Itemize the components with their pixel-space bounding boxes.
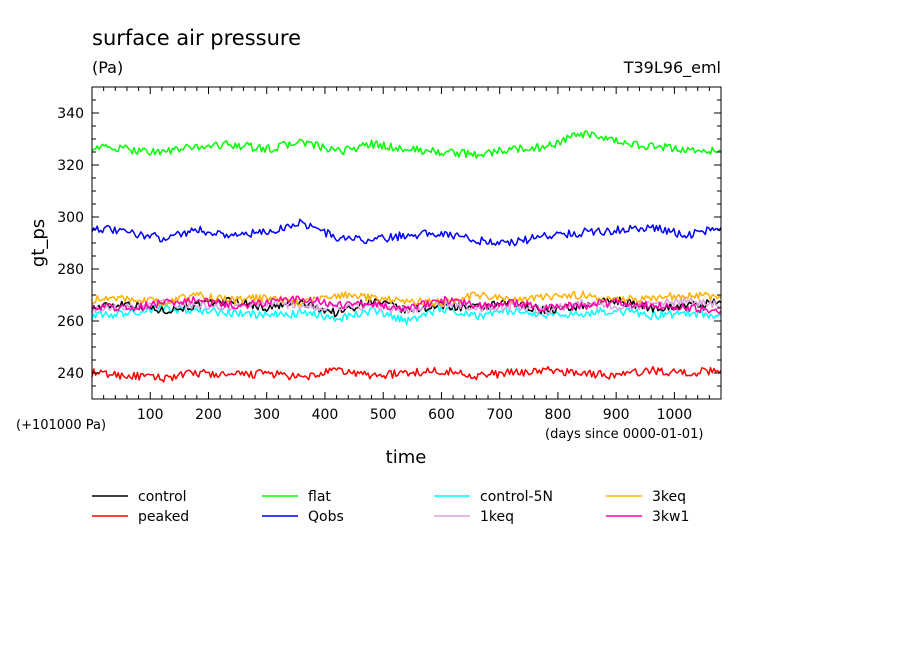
x-tick-label: 400 [312, 407, 339, 423]
legend-label-control: control [138, 489, 187, 505]
y-tick-label: 340 [57, 106, 84, 122]
legend-label-control-5n: control-5N [480, 489, 553, 505]
x-tick-label: 100 [137, 407, 164, 423]
x-tick-label: 700 [486, 407, 513, 423]
y-axis-label: gt_ps [28, 219, 49, 267]
chart-title: surface air pressure [92, 26, 301, 50]
y-tick-label: 320 [57, 158, 84, 174]
y-tick-label: 300 [57, 210, 84, 226]
y-tick-label: 240 [57, 366, 84, 382]
axes: 240 260 280 300 320 340 100 200 300 400 500 600 700 8… [57, 86, 721, 423]
y-tick-label: 280 [57, 262, 84, 278]
time-origin-note: (days since 0000-01-01) [545, 427, 703, 442]
plot-lines [91, 130, 722, 383]
legend-label-3keq: 3keq [652, 489, 686, 505]
legend: control peaked flat Qobs control-5N 1keq 3keq 3… [92, 489, 689, 525]
legend-label-peaked: peaked [138, 509, 189, 525]
legend-label-1keq: 1keq [480, 509, 514, 525]
legend-label-3kw1: 3kw1 [652, 509, 689, 525]
x-tick-label: 600 [428, 407, 455, 423]
offset-note: (+101000 Pa) [16, 418, 106, 433]
series-line-flat [91, 130, 722, 159]
series-line-peaked [91, 365, 722, 383]
x-tick-label: 300 [253, 407, 280, 423]
legend-label-flat: flat [308, 489, 331, 505]
plot-frame [91, 86, 722, 400]
series-line-control-5n [91, 304, 722, 326]
y-tick-label: 260 [57, 314, 84, 330]
x-tick-label: 900 [603, 407, 630, 423]
series-line-3keq [91, 290, 722, 307]
x-tick-label: 200 [195, 407, 222, 423]
chart-units: (Pa) [92, 58, 123, 77]
x-axis-label: time [386, 447, 427, 468]
run-id-label: T39L96_eml [623, 58, 721, 78]
series-line-3kw1 [91, 295, 722, 315]
x-tick-label: 500 [370, 407, 397, 423]
x-tick-label: 1000 [657, 407, 693, 423]
series-line-qobs [91, 218, 722, 247]
legend-label-qobs: Qobs [308, 509, 344, 525]
x-tick-label: 800 [545, 407, 572, 423]
